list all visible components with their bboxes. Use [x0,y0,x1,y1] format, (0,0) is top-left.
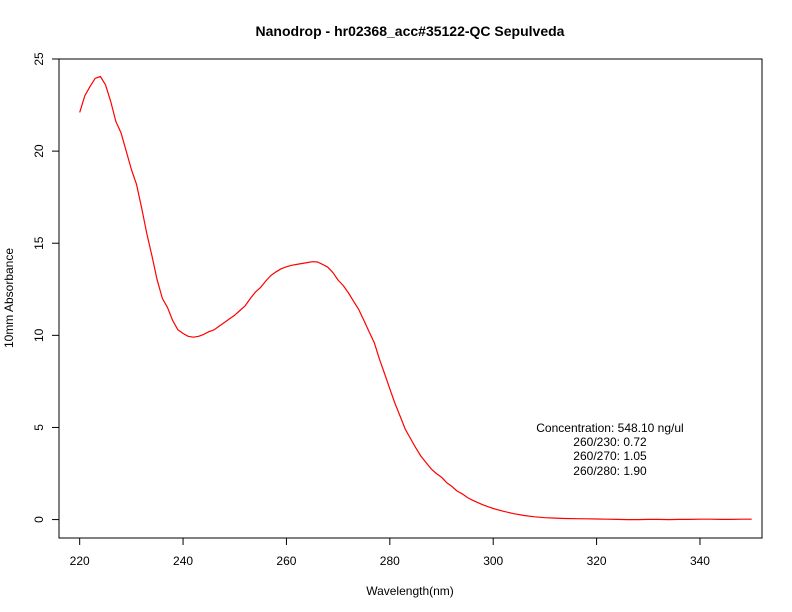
y-axis-label: 10mm Absorbance [2,248,16,348]
x-axis: 220 240 260 280 300 320 340 [70,538,710,568]
x-tick-label: 280 [380,554,400,568]
x-tick-label: 240 [173,554,193,568]
y-tick-label: 20 [32,144,46,158]
annotation-260-270: 260/270: 1.05 [573,449,647,463]
annotation-260-280: 260/280: 1.90 [573,464,647,478]
stats-annotation: Concentration: 548.10 ng/ul 260/230: 0.7… [536,421,683,478]
y-tick-label: 25 [32,52,46,66]
annotation-260-230: 260/230: 0.72 [573,435,647,449]
y-tick-label: 5 [32,424,46,431]
x-tick-label: 220 [70,554,90,568]
x-tick-label: 300 [483,554,503,568]
plot-frame [58,58,763,539]
y-axis: 0 5 10 15 20 25 [32,52,59,523]
y-tick-label: 0 [32,516,46,523]
chart-title: Nanodrop - hr02368_acc#35122-QC Sepulved… [256,23,565,39]
absorbance-series-line [79,75,752,521]
annotation-concentration: Concentration: 548.10 ng/ul [536,421,683,435]
series-layer [79,75,752,521]
x-tick-label: 320 [587,554,607,568]
x-tick-label: 260 [276,554,296,568]
x-axis-label: Wavelength(nm) [366,584,454,598]
x-tick-label: 340 [690,554,710,568]
y-tick-label: 10 [32,328,46,342]
y-tick-label: 15 [32,236,46,250]
